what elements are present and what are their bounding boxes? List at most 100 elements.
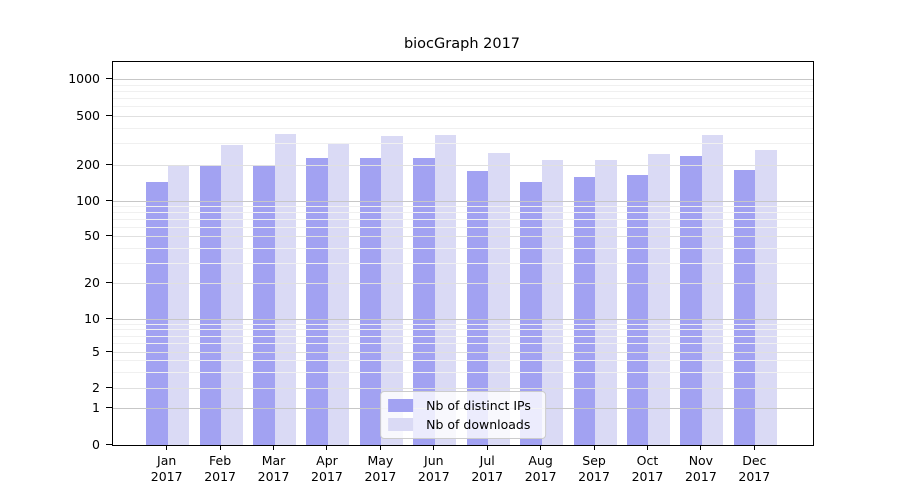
bar-distinct-ips [466,170,489,445]
x-tick-label: Jun 2017 [402,453,466,485]
y-tick-label: 1000 [68,71,100,86]
x-tick-year: 2017 [524,469,557,484]
x-tick-label: Nov 2017 [669,453,733,485]
x-tick-year: 2017 [150,469,183,484]
y-tick-mark [106,163,112,165]
legend-swatch-downloads-icon [388,418,414,431]
x-tick-label: Jul 2017 [455,453,519,485]
bar-distinct-ips [146,182,168,445]
legend-label-distinct-ips: Nb of distinct IPs [426,398,531,413]
x-tick-year: 2017 [578,469,610,484]
y-tick-mark [106,282,112,284]
y-tick-mark [106,78,112,79]
bar-downloads [541,160,564,445]
y-tick-mark [106,235,112,237]
y-tick-mark [106,443,112,445]
x-tick-year: 2017 [417,469,450,484]
bar-distinct-ips [359,158,382,445]
x-tick-mark [753,445,755,450]
bar-downloads [701,135,724,445]
bar-distinct-ips [306,158,328,445]
chart-title: biocGraph 2017 [403,36,521,52]
bar-distinct-ips [253,166,275,445]
y-tick-label: 1 [92,400,100,416]
bar-distinct-ips [733,169,756,445]
x-tick-month: Feb [209,453,232,468]
x-tick-label: Apr 2017 [295,453,359,485]
x-tick-year: 2017 [364,469,397,484]
bar-downloads [327,143,350,445]
bar-distinct-ips [413,157,435,445]
x-tick-month: Jul [479,453,495,468]
x-tick-month: Oct [636,453,659,468]
x-tick-mark [486,445,488,450]
bar-distinct-ips [199,165,222,445]
y-tick-mark [106,115,112,116]
x-tick-mark [219,445,221,450]
y-tick-label: 100 [76,192,100,208]
bar-distinct-ips [680,155,702,445]
y-tick-mark [106,350,112,352]
x-tick-year: 2017 [738,469,771,484]
x-tick-mark [166,445,168,450]
bars-layer [113,62,813,445]
x-tick-month: Apr [316,453,338,468]
x-tick-month: Jan [157,453,177,468]
x-tick-mark [646,445,648,450]
y-tick-label: 20 [84,275,100,291]
plot-area: Nb of distinct IPs Nb of downloads [112,61,814,446]
bar-downloads [595,160,617,445]
y-tick-label: 0 [92,436,100,452]
x-tick-label: Oct 2017 [615,453,679,485]
y-tick-label: 200 [76,156,100,172]
y-tick-mark [106,407,112,409]
x-tick-month: Jun [424,453,444,468]
bar-downloads [221,145,243,445]
legend-item-downloads: Nb of downloads [388,417,531,432]
x-tick-label: Jan 2017 [135,453,199,485]
x-tick-month: Sep [582,453,606,468]
legend-item-distinct-ips: Nb of distinct IPs [388,398,531,413]
y-tick-mark [106,199,112,201]
bar-distinct-ips [520,182,542,445]
x-tick-year: 2017 [257,469,290,484]
y-tick-label: 10 [84,310,100,326]
x-tick-year: 2017 [471,469,504,484]
x-tick-month: Mar [261,453,286,468]
legend: Nb of distinct IPs Nb of downloads [380,391,546,439]
x-tick-month: Dec [742,453,767,468]
x-tick-mark [433,445,435,450]
x-tick-year: 2017 [684,469,717,484]
x-tick-mark [700,445,702,450]
legend-swatch-distinct-ips-icon [388,399,414,412]
bar-downloads [434,134,457,445]
x-tick-month: Nov [688,453,714,468]
bar-distinct-ips [626,174,649,445]
bar-distinct-ips [573,177,596,445]
y-tick-label: 2 [92,380,100,395]
bar-downloads [274,134,297,445]
legend-label-downloads: Nb of downloads [426,417,531,432]
x-tick-year: 2017 [204,469,237,484]
x-tick-mark [593,445,595,450]
x-tick-label: Dec 2017 [722,453,786,485]
y-tick-label: 500 [76,108,100,123]
x-tick-year: 2017 [631,469,664,484]
bar-downloads [167,165,190,445]
y-tick-label: 50 [84,228,100,244]
y-tick-label: 5 [92,343,100,359]
x-tick-label: Sep 2017 [562,453,626,485]
x-tick-mark [326,445,328,450]
x-tick-label: Mar 2017 [242,453,306,485]
x-tick-label: May 2017 [348,453,412,485]
bar-downloads [755,150,777,445]
x-tick-month: Aug [528,453,553,468]
bar-downloads [648,153,670,445]
x-tick-label: Feb 2017 [188,453,252,485]
x-tick-mark [540,445,542,450]
x-tick-label: Aug 2017 [509,453,573,485]
y-tick-mark [106,317,112,319]
x-tick-year: 2017 [311,469,343,484]
y-tick-mark [106,387,112,388]
